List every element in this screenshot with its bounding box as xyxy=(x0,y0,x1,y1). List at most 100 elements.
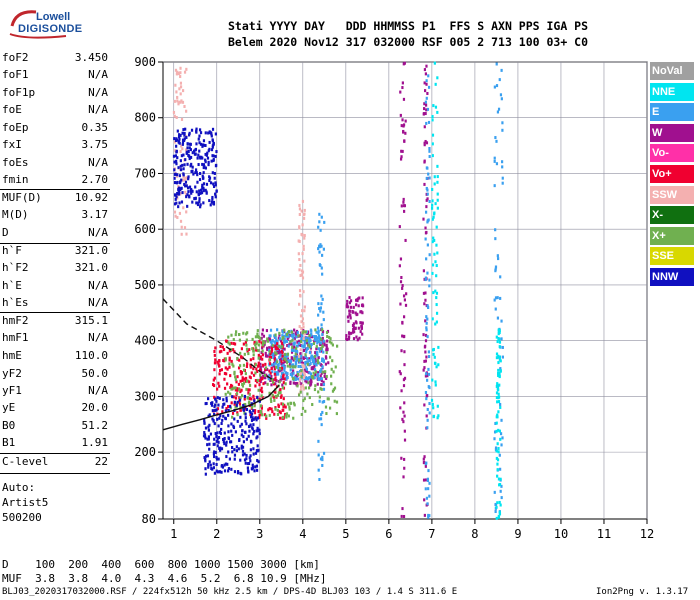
echo-point-nnw xyxy=(210,200,213,204)
echo-point-e xyxy=(428,147,431,151)
echo-point-e xyxy=(428,514,431,518)
echo-point-w xyxy=(270,374,273,378)
echo-point-w xyxy=(277,369,280,373)
echo-point-e xyxy=(323,220,326,224)
echo-point-nne xyxy=(431,142,434,146)
echo-point-e xyxy=(299,365,303,369)
echo-point-x xyxy=(304,353,307,357)
echo-point-e xyxy=(317,313,320,317)
echo-point-e xyxy=(320,244,323,248)
echo-point-w xyxy=(402,97,406,101)
echo-point-e xyxy=(293,355,296,359)
echo-point-w xyxy=(402,129,405,133)
echo-point-nne xyxy=(495,456,498,460)
echo-point-vo xyxy=(281,354,284,358)
echo-point-w xyxy=(361,311,364,315)
echo-point-nne xyxy=(431,240,434,244)
echo-point-ssw xyxy=(300,273,303,277)
echo-point-w xyxy=(422,333,425,337)
echo-point-w xyxy=(302,348,306,352)
echo-point-ssw xyxy=(179,144,183,148)
x-tick-label: 4 xyxy=(299,527,306,541)
echo-point-x xyxy=(254,371,257,375)
echo-point-nne xyxy=(495,505,498,509)
echo-point-x xyxy=(291,365,295,369)
echo-point-e xyxy=(322,360,325,364)
echo-point-e xyxy=(294,349,297,353)
echo-point-x xyxy=(324,370,327,374)
param-name: yE xyxy=(2,401,16,414)
echo-point-ssw xyxy=(302,290,305,294)
echo-point-nne xyxy=(432,415,435,419)
echo-point-w xyxy=(401,81,404,85)
x-tick-label: 2 xyxy=(213,527,220,541)
echo-point-e xyxy=(499,432,503,436)
echo-point-vo xyxy=(243,377,246,381)
echo-point-e xyxy=(317,439,320,443)
echo-point-w xyxy=(281,377,284,381)
echo-point-x xyxy=(228,342,231,346)
echo-point-e xyxy=(276,370,279,374)
echo-point-nnw xyxy=(210,131,213,135)
echo-point-e xyxy=(284,334,287,338)
echo-point-vo xyxy=(227,405,230,409)
echo-point-ssw xyxy=(300,327,303,331)
echo-point-nnw xyxy=(175,149,178,153)
echo-point-w xyxy=(298,334,302,338)
echo-point-nnw xyxy=(184,184,187,188)
echo-point-x xyxy=(326,397,329,401)
echo-point-x xyxy=(325,351,328,355)
echo-point-x xyxy=(279,391,282,395)
echo-point-nne xyxy=(496,400,499,404)
echo-point-w xyxy=(400,389,403,393)
echo-point-ssw xyxy=(298,203,301,207)
echo-point-e xyxy=(293,376,297,380)
echo-point-w xyxy=(322,380,325,384)
echo-point-x xyxy=(247,352,250,356)
echo-point-nnw xyxy=(187,177,190,181)
echo-point-vo xyxy=(238,358,241,362)
echo-point-nne xyxy=(431,348,435,352)
echo-point-w xyxy=(346,305,350,309)
echo-point-x xyxy=(245,387,248,391)
echo-point-nnw xyxy=(204,402,207,406)
echo-point-vo xyxy=(273,372,276,376)
echo-point-nnw xyxy=(194,196,197,200)
echo-point-nnw xyxy=(201,144,204,148)
echo-point-nnw xyxy=(210,401,213,405)
echo-point-nnw xyxy=(207,163,210,167)
echo-point-ssw xyxy=(181,147,184,151)
muf-row: MUF 3.8 3.8 4.0 4.3 4.6 5.2 6.8 10.9 [MH… xyxy=(2,572,327,585)
echo-point-x xyxy=(266,382,269,386)
echo-point-e xyxy=(494,269,497,273)
echo-point-x xyxy=(254,363,257,367)
param-name: hmE xyxy=(2,349,22,362)
echo-point-e xyxy=(494,503,497,507)
echo-point-w xyxy=(266,367,269,371)
echo-point-x xyxy=(276,412,280,416)
param-row-b1: B1 1.91 xyxy=(2,435,108,450)
echo-point-nnw xyxy=(173,172,176,176)
echo-point-e xyxy=(500,160,504,164)
echo-point-e xyxy=(317,331,320,335)
echo-point-w xyxy=(402,200,405,204)
echo-point-nnw xyxy=(224,462,228,466)
echo-point-vo xyxy=(256,369,259,373)
echo-point-w xyxy=(423,68,427,72)
echo-point-x xyxy=(312,371,315,375)
param-value: N/A xyxy=(88,86,108,99)
echo-point-e xyxy=(320,266,323,270)
param-name: C-level xyxy=(2,455,49,468)
echo-point-x xyxy=(243,352,246,356)
echo-point-vo xyxy=(230,384,234,388)
echo-point-nnw xyxy=(211,171,214,175)
echo-point-w xyxy=(294,331,297,335)
echo-point-nnw xyxy=(249,411,252,415)
echo-point-nne xyxy=(497,515,501,519)
echo-point-x xyxy=(297,334,300,338)
echo-point-x xyxy=(232,386,235,390)
echo-point-nnw xyxy=(192,149,196,153)
echo-point-nnw xyxy=(207,437,210,441)
y-tick-label: 800 xyxy=(134,111,156,125)
echo-point-nne xyxy=(495,356,499,360)
